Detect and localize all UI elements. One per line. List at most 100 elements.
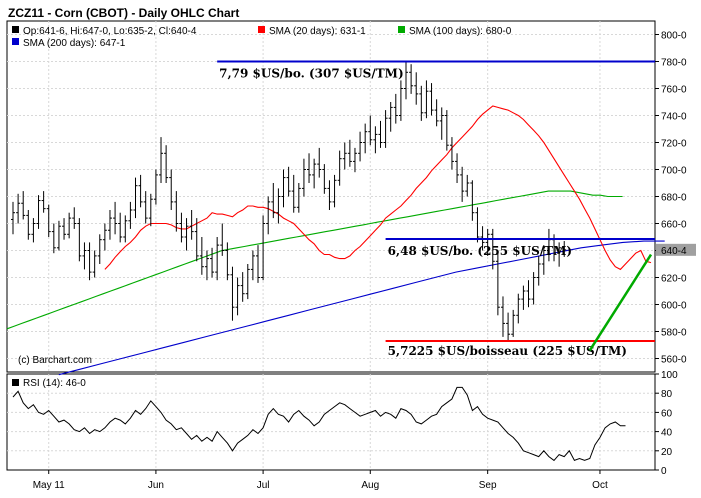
ohlc-bar <box>36 195 41 229</box>
ohlc-bar <box>128 201 133 229</box>
ohlc-bar <box>383 110 388 148</box>
ohlc-bar <box>317 147 322 178</box>
ohlc-bar <box>210 247 215 278</box>
ohlc-bar <box>409 64 414 94</box>
rsi-legend-swatch <box>12 379 19 386</box>
ohlc-bar <box>404 61 409 100</box>
x-tick-label: May 11 <box>33 480 65 491</box>
rsi-tick-label: 20 <box>661 447 673 458</box>
ohlc-bar <box>62 218 67 240</box>
ohlc-bar <box>159 137 164 183</box>
ohlc-bar <box>301 158 306 197</box>
ohlc-bar <box>250 250 255 281</box>
ohlc-bar <box>113 201 118 235</box>
current-price-marker <box>656 243 696 256</box>
ohlc-bar <box>21 191 26 220</box>
ohlc-bar <box>133 177 138 219</box>
sma100-line <box>6 190 623 330</box>
ohlc-bar <box>291 174 296 213</box>
ohlc-bar <box>358 131 363 162</box>
ohlc-bar <box>220 223 225 256</box>
rsi-tick-label: 100 <box>661 370 678 381</box>
ohlc-bar <box>67 212 72 239</box>
ohlc-bar <box>516 293 521 324</box>
ohlc-bar <box>235 277 240 316</box>
ohlc-bar <box>541 245 546 275</box>
ohlc-bar <box>51 223 56 254</box>
ohlc-bar <box>322 164 327 194</box>
level-label: 5,7225 $US/boisseau (225 $US/TM) <box>388 344 627 358</box>
ohlc-bar <box>174 191 179 232</box>
ohlc-bar <box>424 80 429 119</box>
ohlc-bar <box>332 174 337 208</box>
ohlc-bar <box>184 218 189 251</box>
ohlc-bar <box>56 220 61 251</box>
ohlc-bar <box>526 280 531 308</box>
ohlc-bar <box>337 150 342 186</box>
ohlc-bar <box>388 102 393 132</box>
trend-line <box>588 253 653 352</box>
level-label: 6,48 $US/bo. (255 $US/TM) <box>388 244 572 258</box>
level-label: 7,79 $US/bo. (307 $US/TM) <box>219 67 403 81</box>
ohlc-bar <box>363 123 368 154</box>
ohlc-bar <box>276 188 281 224</box>
ohlc-bar <box>511 309 516 337</box>
watermark: (c) Barchart.com <box>18 355 92 366</box>
ohlc-bar <box>118 212 123 243</box>
ohlc-bar <box>562 241 567 257</box>
ohlc-bar <box>460 166 465 202</box>
ohlc-bar <box>485 228 490 256</box>
price-tick-label: 780-0 <box>661 58 687 69</box>
ohlc-bar <box>368 115 373 146</box>
ohlc-bar <box>123 215 128 243</box>
price-tick-label: 680-0 <box>661 193 687 204</box>
price-tick-label: 620-0 <box>661 274 687 285</box>
x-tick-label: Sep <box>479 480 497 491</box>
price-tick-label: 660-0 <box>661 220 687 231</box>
price-tick-label: 580-0 <box>661 328 687 339</box>
ohlc-bar <box>531 272 536 305</box>
ohlc-bar <box>169 169 174 210</box>
ohlc-bar <box>557 242 562 267</box>
ohlc-bar <box>194 218 199 262</box>
ohlc-bar <box>26 210 31 240</box>
ohlc-bar <box>87 242 92 281</box>
ohlc-bar <box>97 234 102 264</box>
ohlc-bar <box>373 126 378 154</box>
ohlc-bar <box>271 183 276 219</box>
ohlc-bar <box>230 266 235 321</box>
ohlc-bar <box>327 180 332 210</box>
ohlc-bar <box>143 191 148 224</box>
x-tick-label: Oct <box>592 480 608 491</box>
ohlc-bar <box>92 250 97 278</box>
ohlc-bar <box>164 145 169 183</box>
ohlc-bar <box>215 237 220 281</box>
price-tick-label: 600-0 <box>661 301 687 312</box>
rsi-tick-label: 0 <box>661 466 667 477</box>
price-tick-label: 720-0 <box>661 139 687 150</box>
ohlc-bar <box>449 137 454 170</box>
ohlc-bar <box>500 296 505 337</box>
ohlc-bar <box>107 210 112 240</box>
x-tick-label: Jun <box>148 480 164 491</box>
ohlc-bar <box>189 210 194 240</box>
price-tick-label: 760-0 <box>661 85 687 96</box>
ohlc-bar <box>286 166 291 197</box>
ohlc-bar <box>41 191 46 213</box>
rsi-tick-label: 60 <box>661 408 673 419</box>
ohlc-bar <box>255 245 260 283</box>
ohlc-bar <box>352 147 357 173</box>
ohlc-bar <box>342 142 347 170</box>
ohlc-bar <box>521 285 526 310</box>
ohlc-bar <box>266 196 271 235</box>
ohlc-bar <box>495 253 500 316</box>
ohlc-bar <box>475 207 480 243</box>
legend-entry: SMA (200 days): 647-1 <box>23 38 126 49</box>
ohlc-bar <box>153 169 158 205</box>
ohlc-bar <box>465 174 470 197</box>
ohlc-bar <box>434 99 439 127</box>
rsi-tick-label: 40 <box>661 428 673 439</box>
legend-entry: SMA (20 days): 631-1 <box>269 26 366 37</box>
